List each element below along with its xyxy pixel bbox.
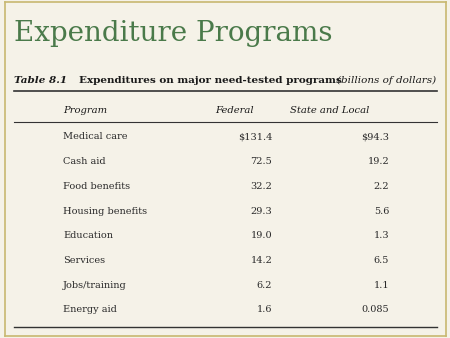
Text: $131.4: $131.4 xyxy=(238,132,272,142)
Text: Program: Program xyxy=(63,106,107,116)
Text: 72.5: 72.5 xyxy=(251,157,272,166)
Text: Services: Services xyxy=(63,256,105,265)
Text: 0.085: 0.085 xyxy=(362,305,389,314)
Text: 32.2: 32.2 xyxy=(250,182,272,191)
Text: Federal: Federal xyxy=(216,106,254,116)
Text: $94.3: $94.3 xyxy=(361,132,389,142)
Text: 1.3: 1.3 xyxy=(374,231,389,240)
Text: Food benefits: Food benefits xyxy=(63,182,130,191)
Text: Energy aid: Energy aid xyxy=(63,305,117,314)
Text: Medical care: Medical care xyxy=(63,132,127,142)
Text: Expenditures on major need-tested programs: Expenditures on major need-tested progra… xyxy=(79,76,342,85)
Text: Table 8.1: Table 8.1 xyxy=(14,76,67,85)
Text: State and Local: State and Local xyxy=(290,106,369,116)
Text: 19.0: 19.0 xyxy=(251,231,272,240)
Text: Education: Education xyxy=(63,231,113,240)
Text: 1.6: 1.6 xyxy=(257,305,272,314)
Text: Cash aid: Cash aid xyxy=(63,157,106,166)
Text: 19.2: 19.2 xyxy=(368,157,389,166)
Text: 2.2: 2.2 xyxy=(374,182,389,191)
Text: 5.6: 5.6 xyxy=(374,207,389,216)
Text: 6.2: 6.2 xyxy=(257,281,272,290)
Text: Jobs/training: Jobs/training xyxy=(63,281,127,290)
Text: (billions of dollars): (billions of dollars) xyxy=(338,76,436,85)
Text: 1.1: 1.1 xyxy=(374,281,389,290)
Text: 14.2: 14.2 xyxy=(250,256,272,265)
Text: Housing benefits: Housing benefits xyxy=(63,207,147,216)
Text: 29.3: 29.3 xyxy=(251,207,272,216)
Text: Expenditure Programs: Expenditure Programs xyxy=(14,20,332,47)
Text: 6.5: 6.5 xyxy=(374,256,389,265)
